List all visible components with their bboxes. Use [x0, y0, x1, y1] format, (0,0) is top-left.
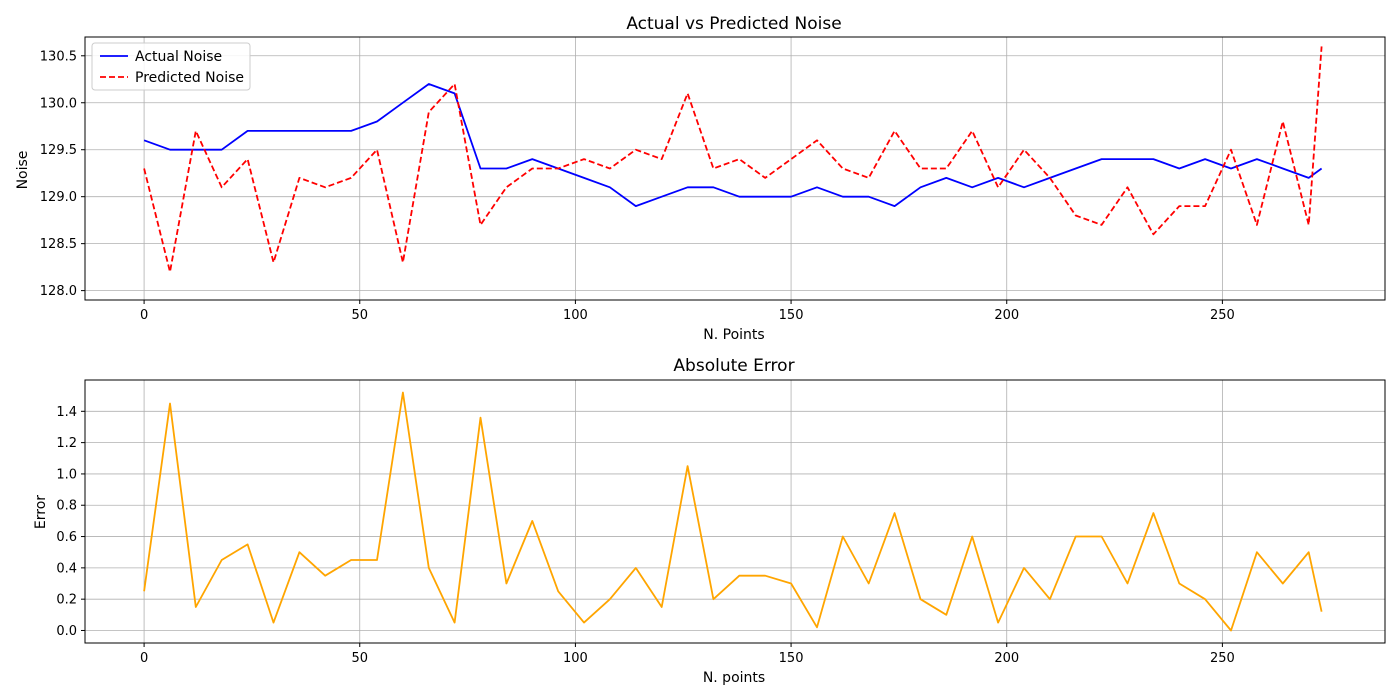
y-tick-label: 1.4: [56, 405, 77, 420]
chart-title: Absolute Error: [673, 356, 794, 376]
series-line-1: [143, 46, 1323, 273]
y-axis-label: Error: [33, 495, 49, 529]
y-tick-label: 128.5: [40, 237, 77, 252]
legend-label: Predicted Noise: [135, 70, 244, 86]
y-tick-label: 0.8: [56, 499, 77, 514]
y-tick-label: 130.5: [40, 49, 77, 64]
legend-box: [91, 42, 251, 91]
x-axis-label: N. points: [703, 670, 765, 686]
x-tick-label: 0: [140, 308, 148, 323]
y-tick-label: 1.2: [56, 436, 77, 451]
y-tick-label: 1.0: [56, 467, 77, 482]
legend-label: Actual Noise: [135, 49, 222, 65]
plot-frame: [84, 379, 1386, 644]
y-tick-label: 0.2: [56, 593, 77, 608]
y-axis-label: Noise: [15, 151, 31, 190]
series-line-0: [143, 391, 1323, 632]
series-line-0: [143, 83, 1323, 208]
y-tick-label: 130.0: [40, 96, 77, 111]
x-tick-label: 150: [779, 308, 804, 323]
x-tick-label: 200: [994, 308, 1019, 323]
y-tick-label: 128.0: [40, 284, 77, 299]
absolute-error-chart: Absolute Error N. points Error 0 50 100 150…: [33, 356, 1386, 686]
x-tick-label: 200: [994, 651, 1019, 666]
noise-comparison-chart: Actual vs Predicted Noise N. Points Nois…: [15, 14, 1386, 343]
y-tick-label: 0.6: [56, 530, 77, 545]
y-tick-label: 0.4: [56, 561, 77, 576]
x-tick-label: 150: [779, 651, 804, 666]
x-tick-label: 50: [351, 308, 368, 323]
chart-title: Actual vs Predicted Noise: [626, 14, 841, 34]
x-tick-label: 0: [140, 651, 148, 666]
y-tick-label: 0.0: [56, 624, 77, 639]
x-tick-label: 250: [1210, 651, 1235, 666]
x-axis-label: N. Points: [703, 327, 764, 343]
y-tick-label: 129.0: [40, 190, 77, 205]
x-tick-label: 100: [563, 651, 588, 666]
x-tick-label: 100: [563, 308, 588, 323]
legend: Actual Noise Predicted Noise: [91, 42, 251, 91]
x-tick-label: 50: [351, 651, 368, 666]
plot-frame: [84, 36, 1386, 301]
y-tick-label: 129.5: [40, 143, 77, 158]
x-tick-label: 250: [1210, 308, 1235, 323]
